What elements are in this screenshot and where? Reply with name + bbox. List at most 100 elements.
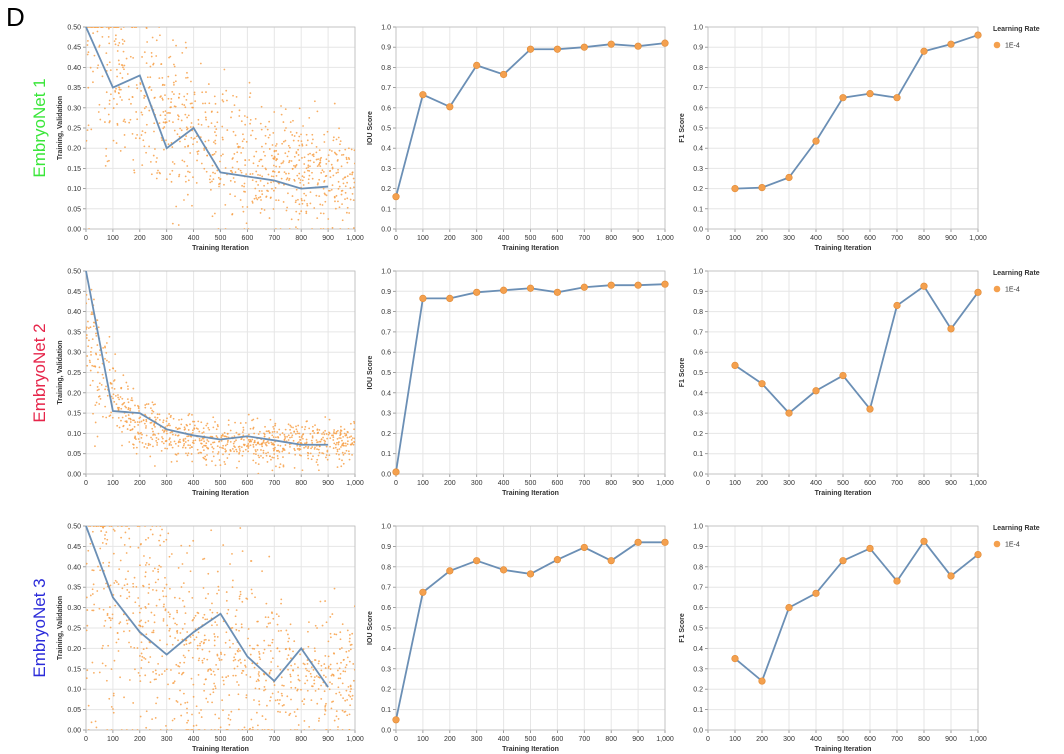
scatter-point — [281, 684, 284, 687]
scatter-point — [123, 118, 126, 121]
scatter-point — [305, 212, 308, 215]
scatter-point — [298, 212, 301, 215]
scatter-point — [159, 526, 162, 527]
scatter-point — [324, 709, 327, 712]
scatter-point — [276, 699, 279, 701]
scatter-point — [210, 435, 213, 438]
scatter-point — [324, 193, 327, 196]
scatter-point — [226, 129, 229, 131]
scatter-point — [133, 425, 136, 428]
scatter-point — [123, 134, 126, 136]
scatter-point — [286, 177, 289, 180]
scatter-point — [111, 416, 114, 419]
scatter-point — [191, 460, 194, 463]
scatter-point — [118, 92, 120, 95]
scatter-point — [186, 424, 189, 427]
scatter-point — [311, 436, 314, 439]
scatter-point — [163, 84, 166, 86]
scatter-point — [264, 154, 266, 157]
scatter-point — [104, 619, 107, 622]
scatter-point — [203, 729, 206, 730]
scatter-point — [349, 198, 352, 201]
scatter-point — [174, 80, 177, 83]
scatter-point — [200, 162, 203, 165]
scatter-point — [244, 666, 247, 668]
scatter-point — [123, 584, 126, 587]
scatter-point — [340, 647, 343, 649]
scatter-point — [133, 576, 136, 579]
scatter-point — [162, 595, 165, 598]
scatter-point — [168, 56, 170, 59]
scatter-point — [234, 134, 237, 137]
scatter-point — [288, 177, 291, 180]
y-tick-label: 0.15 — [67, 166, 81, 173]
scatter-point — [138, 421, 141, 424]
scatter-point — [188, 412, 191, 415]
scatter-point — [152, 430, 154, 433]
scatter-point — [338, 448, 341, 450]
scatter-point — [122, 120, 125, 123]
scatter-point — [266, 128, 269, 131]
scatter-point — [186, 631, 189, 633]
scatter-point — [127, 414, 130, 416]
scatter-point — [281, 432, 284, 434]
chart-r2-c3: 0 100 200 300 400 500 600 700 800 900 1,0000.00.10… — [679, 269, 1040, 498]
scatter-point — [309, 672, 312, 675]
scatter-point — [348, 212, 351, 214]
scatter-point — [203, 440, 205, 443]
scatter-point — [191, 204, 193, 207]
scatter-point — [273, 456, 275, 459]
y-tick-label: 0.45 — [67, 45, 81, 52]
scatter-point — [349, 173, 351, 176]
x-tick-label: 700 — [578, 736, 590, 743]
scatter-point — [114, 370, 117, 372]
scatter-point — [96, 319, 99, 322]
scatter-point — [152, 434, 154, 436]
scatter-point — [187, 179, 190, 182]
scatter-point — [295, 425, 297, 428]
scatter-point — [136, 526, 139, 527]
scatter-point — [244, 164, 247, 166]
scatter-point — [86, 669, 89, 672]
x-tick-label: 900 — [945, 235, 957, 242]
scatter-point — [191, 713, 193, 716]
scatter-point — [226, 457, 229, 459]
data-point — [785, 409, 793, 417]
x-tick-label: 500 — [215, 736, 227, 743]
scatter-point — [284, 437, 287, 439]
scatter-point — [191, 656, 194, 659]
scatter-point — [251, 438, 254, 441]
scatter-point — [153, 678, 156, 681]
scatter-point — [166, 447, 169, 450]
scatter-point — [239, 527, 242, 529]
plot-frame — [395, 525, 666, 731]
scatter-point — [158, 122, 161, 125]
scatter-point — [339, 677, 342, 680]
y-tick-label: 0.10 — [67, 431, 81, 438]
scatter-point — [232, 659, 235, 662]
scatter-point — [134, 668, 136, 671]
scatter-point — [254, 194, 257, 197]
scatter-point — [191, 619, 194, 622]
scatter-point — [308, 726, 311, 728]
scatter-point — [162, 540, 165, 543]
scatter-point — [318, 178, 321, 181]
scatter-point — [112, 393, 115, 396]
scatter-point — [96, 435, 99, 438]
scatter-point — [124, 405, 127, 408]
scatter-point — [216, 570, 219, 573]
scatter-point — [286, 435, 289, 438]
scatter-point — [164, 110, 167, 112]
scatter-point — [258, 656, 261, 659]
scatter-point — [197, 673, 200, 676]
scatter-point — [137, 432, 140, 435]
scatter-point — [238, 445, 241, 448]
scatter-point — [247, 228, 250, 229]
scatter-point — [86, 364, 89, 367]
scatter-point — [320, 171, 323, 174]
scatter-point — [279, 699, 281, 701]
scatter-point — [184, 145, 186, 148]
scatter-point — [213, 635, 216, 638]
scatter-point — [271, 187, 273, 190]
scatter-point — [251, 172, 254, 175]
